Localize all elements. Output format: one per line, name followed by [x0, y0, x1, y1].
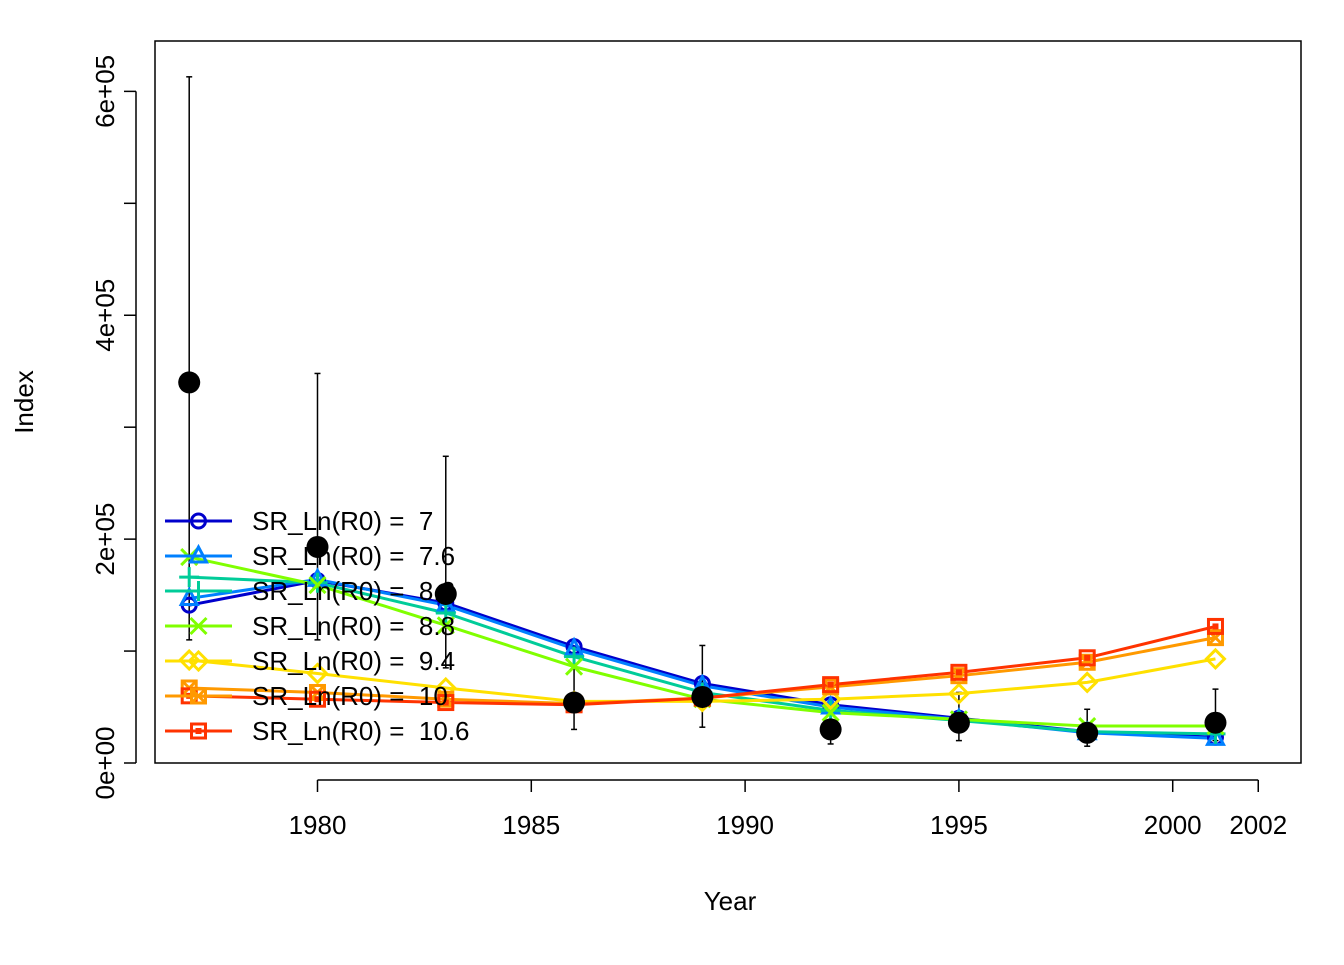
x-marker — [308, 575, 327, 595]
observed-point — [563, 691, 586, 714]
plus-marker — [179, 567, 200, 588]
square-boxed-center — [1212, 623, 1219, 630]
square-boxed-center — [827, 681, 834, 688]
y-tick-label: 6e+05 — [90, 55, 120, 128]
observed-point — [1076, 721, 1099, 744]
x-tick-label: 1995 — [930, 810, 988, 840]
square-x-cross — [190, 687, 207, 705]
diamond-marker — [1076, 671, 1099, 694]
legend: SR_Ln(R0) = 7 SR_Ln(R0) = 7.6 SR_Ln(R0) = … — [165, 506, 470, 746]
square-boxed-marker — [1078, 649, 1096, 667]
x-marker — [564, 657, 584, 676]
x-tick-label: 2002 — [1229, 810, 1287, 840]
square-boxed-marker — [822, 676, 840, 694]
observed-point — [178, 371, 201, 394]
observed-point — [434, 582, 457, 605]
x-marker — [189, 616, 208, 636]
legend-label: SR_Ln(R0) = 7 — [252, 506, 433, 536]
square-boxed-marker — [308, 690, 326, 708]
x-marker — [821, 703, 840, 722]
y-axis-label: Index — [9, 370, 39, 434]
diamond-marker — [187, 649, 210, 673]
x-tick-label: 2000 — [1144, 810, 1202, 840]
legend-label: SR_Ln(R0) = 8.2 — [252, 576, 455, 606]
diamond-marker — [947, 682, 971, 705]
legend-label: SR_Ln(R0) = 10.6 — [252, 716, 470, 746]
square-boxed-marker — [190, 722, 207, 740]
square-boxed-center — [1084, 654, 1091, 661]
plus-marker — [820, 700, 841, 721]
circle-marker — [190, 512, 207, 530]
diamond-marker — [819, 688, 842, 711]
x-tick-label: 1980 — [289, 810, 347, 840]
y-tick-label: 4e+05 — [90, 279, 120, 352]
legend-label: SR_Ln(R0) = 10 — [252, 681, 448, 711]
square-x-marker — [190, 687, 207, 705]
observed-point — [691, 685, 714, 708]
plot-frame — [154, 40, 1302, 764]
legend-label: SR_Ln(R0) = 7.6 — [252, 541, 455, 571]
x-tick-label: 1990 — [716, 810, 774, 840]
y-tick-label: 0e+00 — [90, 726, 120, 799]
observed-point — [1204, 711, 1227, 734]
plus-marker — [435, 603, 456, 624]
triangle-marker — [178, 586, 200, 606]
observed-point — [947, 711, 970, 734]
plus-marker — [188, 581, 209, 601]
observed-point — [306, 535, 329, 558]
x-marker — [436, 616, 455, 635]
triangle-marker — [188, 543, 209, 564]
square-boxed-marker — [950, 663, 968, 681]
legend-label: SR_Ln(R0) = 9.4 — [252, 646, 455, 676]
observed-points — [178, 371, 1227, 744]
square-boxed-marker — [437, 694, 455, 712]
square-x-cross — [1079, 654, 1096, 671]
plus-marker — [564, 646, 585, 667]
observed-point — [819, 718, 842, 741]
square-boxed-center — [195, 728, 202, 734]
square-x-marker — [1206, 629, 1224, 647]
triangle-marker — [1204, 726, 1226, 746]
x-tick-label: 1985 — [502, 810, 560, 840]
axes: 1980 1985 1990 1995 2000 2002 0e+00 2e+05 4e+05 6… — [90, 55, 1287, 840]
square-boxed-marker — [1206, 617, 1224, 635]
x-axis-label: Year — [704, 886, 757, 916]
plus-marker — [307, 572, 328, 593]
diamond-marker — [1204, 647, 1227, 671]
square-boxed-center — [955, 669, 962, 676]
y-tick-label: 2e+05 — [90, 503, 120, 576]
square-boxed-center — [442, 699, 449, 706]
diamond-marker — [306, 662, 329, 685]
square-boxed-center — [314, 696, 321, 703]
legend-label: SR_Ln(R0) = 8.8 — [252, 611, 455, 641]
